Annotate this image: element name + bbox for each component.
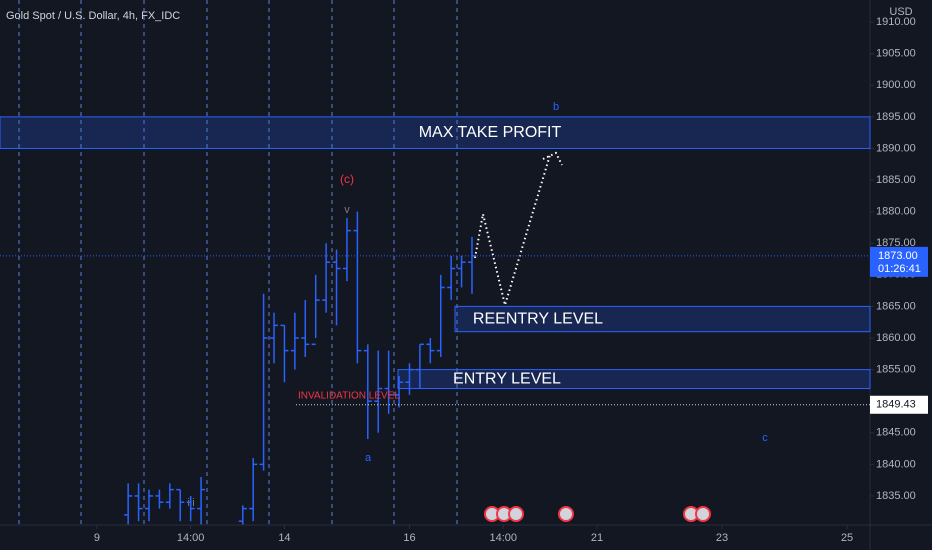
price-tag-label: 1873.00	[878, 250, 918, 262]
y-tick-label: 1900.00	[876, 79, 916, 91]
y-tick-label: 1860.00	[876, 332, 916, 344]
countdown: 01:26:41	[878, 263, 921, 275]
x-tick-label: 25	[841, 532, 853, 544]
y-tick-label: 1855.00	[876, 363, 916, 375]
y-tick-label: 1880.00	[876, 206, 916, 218]
zone-label: REENTRY LEVEL	[473, 310, 603, 327]
x-tick-label: 14:00	[177, 532, 205, 544]
price-tag	[870, 395, 928, 414]
y-tick-label: 1875.00	[876, 237, 916, 249]
chart-title: Gold Spot / U.S. Dollar, 4h, FX_IDC	[6, 10, 180, 22]
event-icons	[484, 506, 711, 522]
wave-label: b	[553, 101, 559, 113]
y-tick-label: 1905.00	[876, 48, 916, 60]
y-tick-label: 1910.00	[876, 16, 916, 28]
zone	[0, 116, 871, 149]
x-tick-label: 23	[716, 532, 728, 544]
x-tick-label: 9	[94, 532, 100, 544]
projection-arrow	[542, 151, 563, 166]
zone	[397, 369, 871, 390]
x-tick-label: 21	[591, 532, 603, 544]
zone-label: ENTRY LEVEL	[453, 370, 561, 387]
projection-path	[474, 154, 551, 309]
y-tick-label: 1835.00	[876, 490, 916, 502]
x-tick-label: 14	[278, 532, 290, 544]
wave-label: (c)	[340, 172, 354, 186]
y-tick-label: 1840.00	[876, 458, 916, 470]
price-tag-label: 1849.43	[876, 399, 916, 411]
x-tick-label: 14:00	[489, 532, 517, 544]
invalidation-text: INVALIDATION LEVEL	[298, 390, 400, 401]
y-tick-label: 1890.00	[876, 142, 916, 154]
y-tick-label: 1845.00	[876, 427, 916, 439]
y-tick-label: 1885.00	[876, 174, 916, 186]
y-tick-label: 1865.00	[876, 300, 916, 312]
wave-label: c	[762, 432, 768, 444]
currency: USD	[889, 6, 912, 18]
price-tag	[870, 246, 928, 277]
wave-label: v	[344, 204, 350, 216]
y-tick-label: 1895.00	[876, 111, 916, 123]
wave-label: a	[365, 452, 372, 464]
zone	[454, 305, 871, 333]
zone-label: MAX TAKE PROFIT	[419, 124, 562, 141]
x-tick-label: 16	[403, 532, 415, 544]
